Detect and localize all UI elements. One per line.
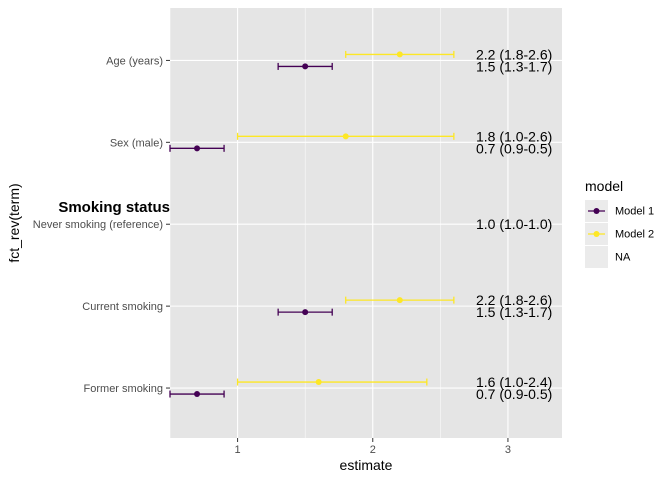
- section-label: Smoking status: [58, 199, 170, 216]
- point-marker: [302, 309, 309, 316]
- point-marker: [194, 391, 201, 398]
- point-marker: [194, 145, 201, 152]
- y-tick-label: Sex (male): [110, 137, 163, 149]
- reference-estimate-label: 1.0 (1.0-1.0): [476, 216, 552, 232]
- point-marker: [342, 133, 349, 140]
- point-marker: [315, 379, 322, 386]
- estimate-label: 1.6 (1.0-2.4): [476, 374, 552, 390]
- grid-lines: [169, 8, 562, 438]
- legend-key-point: [593, 208, 600, 214]
- legend-key-point: [593, 231, 600, 237]
- legend-label: NA: [615, 252, 631, 264]
- y-tick-label: Current smoking: [82, 301, 163, 313]
- x-tick-label: 1: [235, 444, 241, 456]
- estimate-labels: 1.5 (1.3-1.7) 0.7 (0.9-0.5) 1.5 (1.3-1.7) 0…: [476, 46, 552, 402]
- x-tick-label: 3: [505, 444, 511, 456]
- y-tick-label: Never smoking (reference): [33, 219, 163, 231]
- point-marker: [396, 297, 403, 304]
- estimate-label: 1.8 (1.0-2.6): [476, 128, 552, 144]
- estimate-label: 2.2 (1.8-2.6): [476, 46, 552, 62]
- x-axis-title: estimate: [340, 457, 393, 473]
- point-marker: [396, 51, 403, 58]
- y-axis: Age (years) Sex (male) Never smoking (refe…: [33, 55, 170, 395]
- legend-title: model: [585, 178, 623, 194]
- data-points: [194, 51, 403, 398]
- estimate-label: 0.7 (0.9-0.5): [476, 386, 552, 402]
- y-tick-label: Age (years): [106, 55, 163, 67]
- legend: model Model 1 Model 2 NA: [585, 178, 654, 268]
- y-axis-title: fct_rev(term): [6, 183, 22, 262]
- legend-keys: Model 1 Model 2 NA: [585, 200, 654, 268]
- legend-label: Model 1: [615, 206, 654, 218]
- x-axis: 1 2 3: [235, 438, 511, 456]
- legend-label: Model 2: [615, 229, 654, 241]
- legend-key-background: [585, 246, 608, 268]
- estimate-label: 2.2 (1.8-2.6): [476, 292, 552, 308]
- estimate-label: 0.7 (0.9-0.5): [476, 140, 552, 156]
- panel-background: [170, 8, 562, 438]
- x-tick-label: 2: [370, 444, 376, 456]
- estimate-label: 1.5 (1.3-1.7): [476, 304, 552, 320]
- y-tick-label: Former smoking: [84, 383, 163, 395]
- estimate-label: 1.5 (1.3-1.7): [476, 58, 552, 74]
- point-marker: [302, 63, 309, 70]
